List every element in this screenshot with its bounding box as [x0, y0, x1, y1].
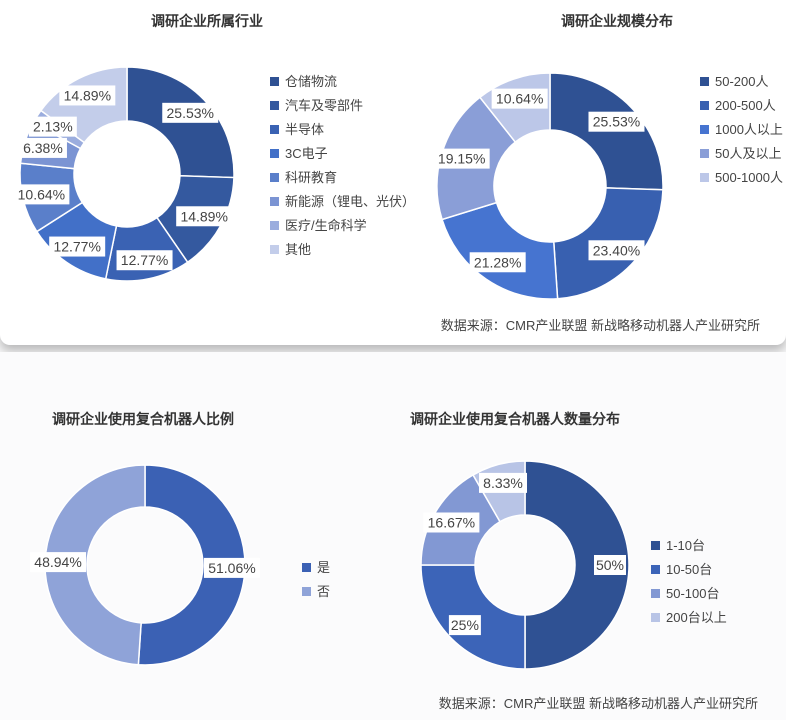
legend-item: 500-1000人: [715, 170, 783, 185]
legend-swatch: [651, 565, 660, 574]
data-label-box: [448, 615, 481, 636]
legend-swatch: [270, 245, 279, 254]
legend-item: 汽车及零部件: [285, 98, 363, 113]
data-label-box: [162, 102, 219, 123]
data-label-box: [423, 512, 480, 533]
data-label: 50%: [596, 557, 624, 573]
data-label: 48.94%: [34, 554, 81, 570]
legend-item: 科研教育: [285, 170, 337, 185]
legend-item: 200-500人: [715, 98, 776, 113]
legend-swatch: [700, 101, 709, 110]
data-label-box: [18, 137, 67, 158]
legend-swatch: [700, 173, 709, 182]
legend-item: 1-10台: [666, 538, 705, 553]
legend-swatch: [270, 77, 279, 86]
donut-slice: [441, 201, 559, 300]
legend-item: 50-100台: [666, 586, 719, 601]
legend-swatch: [270, 149, 279, 158]
data-label-box: [491, 88, 548, 109]
data-label-box: [588, 111, 645, 132]
data-label: 2.13%: [33, 119, 73, 135]
legend-swatch: [270, 101, 279, 110]
chart2-title: 调研企业规模分布: [561, 13, 673, 29]
data-label-box: [203, 557, 260, 578]
data-label-box: [49, 236, 106, 257]
legend-swatch: [651, 541, 660, 550]
data-label: 25.53%: [167, 105, 214, 121]
legend-swatch: [270, 173, 279, 182]
chart1-title: 调研企业所属行业: [151, 13, 263, 29]
chart2-size-donut: 25.53% 23.40% 21.28% 19.15% 10.64% 50-200人 200…: [433, 72, 783, 300]
source-note-top: 数据来源：CMR产业联盟 新战略移动机器人产业研究所: [441, 318, 760, 333]
donut-slice: [137, 464, 246, 666]
legend-item: 3C电子: [285, 146, 328, 161]
source-note-bottom: 数据来源：CMR产业联盟 新战略移动机器人产业研究所: [439, 696, 758, 711]
data-label: 12.77%: [53, 239, 100, 255]
legend-item: 10-50台: [666, 562, 712, 577]
data-label-box: [594, 555, 626, 575]
legend-swatch: [270, 197, 279, 206]
legend-swatch: [700, 125, 709, 134]
chart4-quantity-donut: 50% 25% 16.67% 8.33% 1-10台 10-50台 50-100台 200台以…: [420, 460, 727, 670]
data-label-box: [176, 206, 233, 227]
chart4-title: 调研企业使用复合机器人数量分布: [410, 411, 620, 427]
chart3-title: 调研企业使用复合机器人比例: [52, 411, 234, 427]
legend-item: 1000人以上: [715, 122, 783, 137]
legend-swatch: [302, 587, 311, 596]
data-label-box: [28, 116, 77, 137]
data-label: 14.89%: [180, 208, 227, 224]
donut-slice: [44, 464, 146, 666]
data-label: 25.53%: [593, 114, 640, 130]
data-label-box: [588, 240, 645, 261]
data-label: 19.15%: [438, 151, 485, 167]
legend-item: 新能源（锂电、光伏）: [285, 194, 415, 209]
data-label: 6.38%: [23, 140, 63, 156]
data-label-box: [433, 148, 490, 169]
legend-item: 半导体: [285, 122, 324, 137]
legend-item: 50-200人: [715, 74, 768, 89]
chart1-industry-donut: 25.53% 14.89% 12.77% 12.77% 10.64% 6.38% 2.13%…: [13, 66, 415, 282]
legend-item: 其他: [285, 242, 311, 257]
data-label: 10.64%: [496, 91, 543, 107]
data-label: 21.28%: [474, 254, 521, 270]
data-label-box: [30, 552, 87, 573]
data-label-box: [59, 85, 116, 106]
legend-item: 是: [317, 560, 330, 575]
legend-swatch: [302, 563, 311, 572]
data-label: 12.77%: [121, 252, 168, 268]
data-label: 51.06%: [208, 560, 255, 576]
legend-item: 50人及以上: [715, 146, 781, 161]
chart3-usage-ratio-donut: 51.06% 48.94% 是否: [30, 464, 330, 666]
data-label: 14.89%: [64, 87, 111, 103]
legend-item: 医疗/生命科学: [285, 218, 367, 233]
legend-swatch: [270, 221, 279, 230]
legend-swatch: [700, 149, 709, 158]
donut-slice: [524, 460, 630, 670]
legend-item: 仓储物流: [285, 74, 337, 89]
legend-item: 200台以上: [666, 610, 727, 625]
legend-swatch: [651, 589, 660, 598]
data-label: 23.40%: [593, 242, 640, 258]
data-label-box: [479, 472, 528, 493]
legend-swatch: [700, 77, 709, 86]
data-label-box: [469, 252, 526, 273]
data-label: 16.67%: [428, 514, 475, 530]
data-label-box: [13, 184, 70, 205]
data-label-box: [116, 250, 173, 271]
legend-swatch: [651, 613, 660, 622]
data-label: 10.64%: [18, 186, 65, 202]
legend-item: 否: [317, 584, 330, 599]
data-label: 8.33%: [483, 475, 523, 491]
data-label: 25%: [451, 617, 479, 633]
legend-swatch: [270, 125, 279, 134]
